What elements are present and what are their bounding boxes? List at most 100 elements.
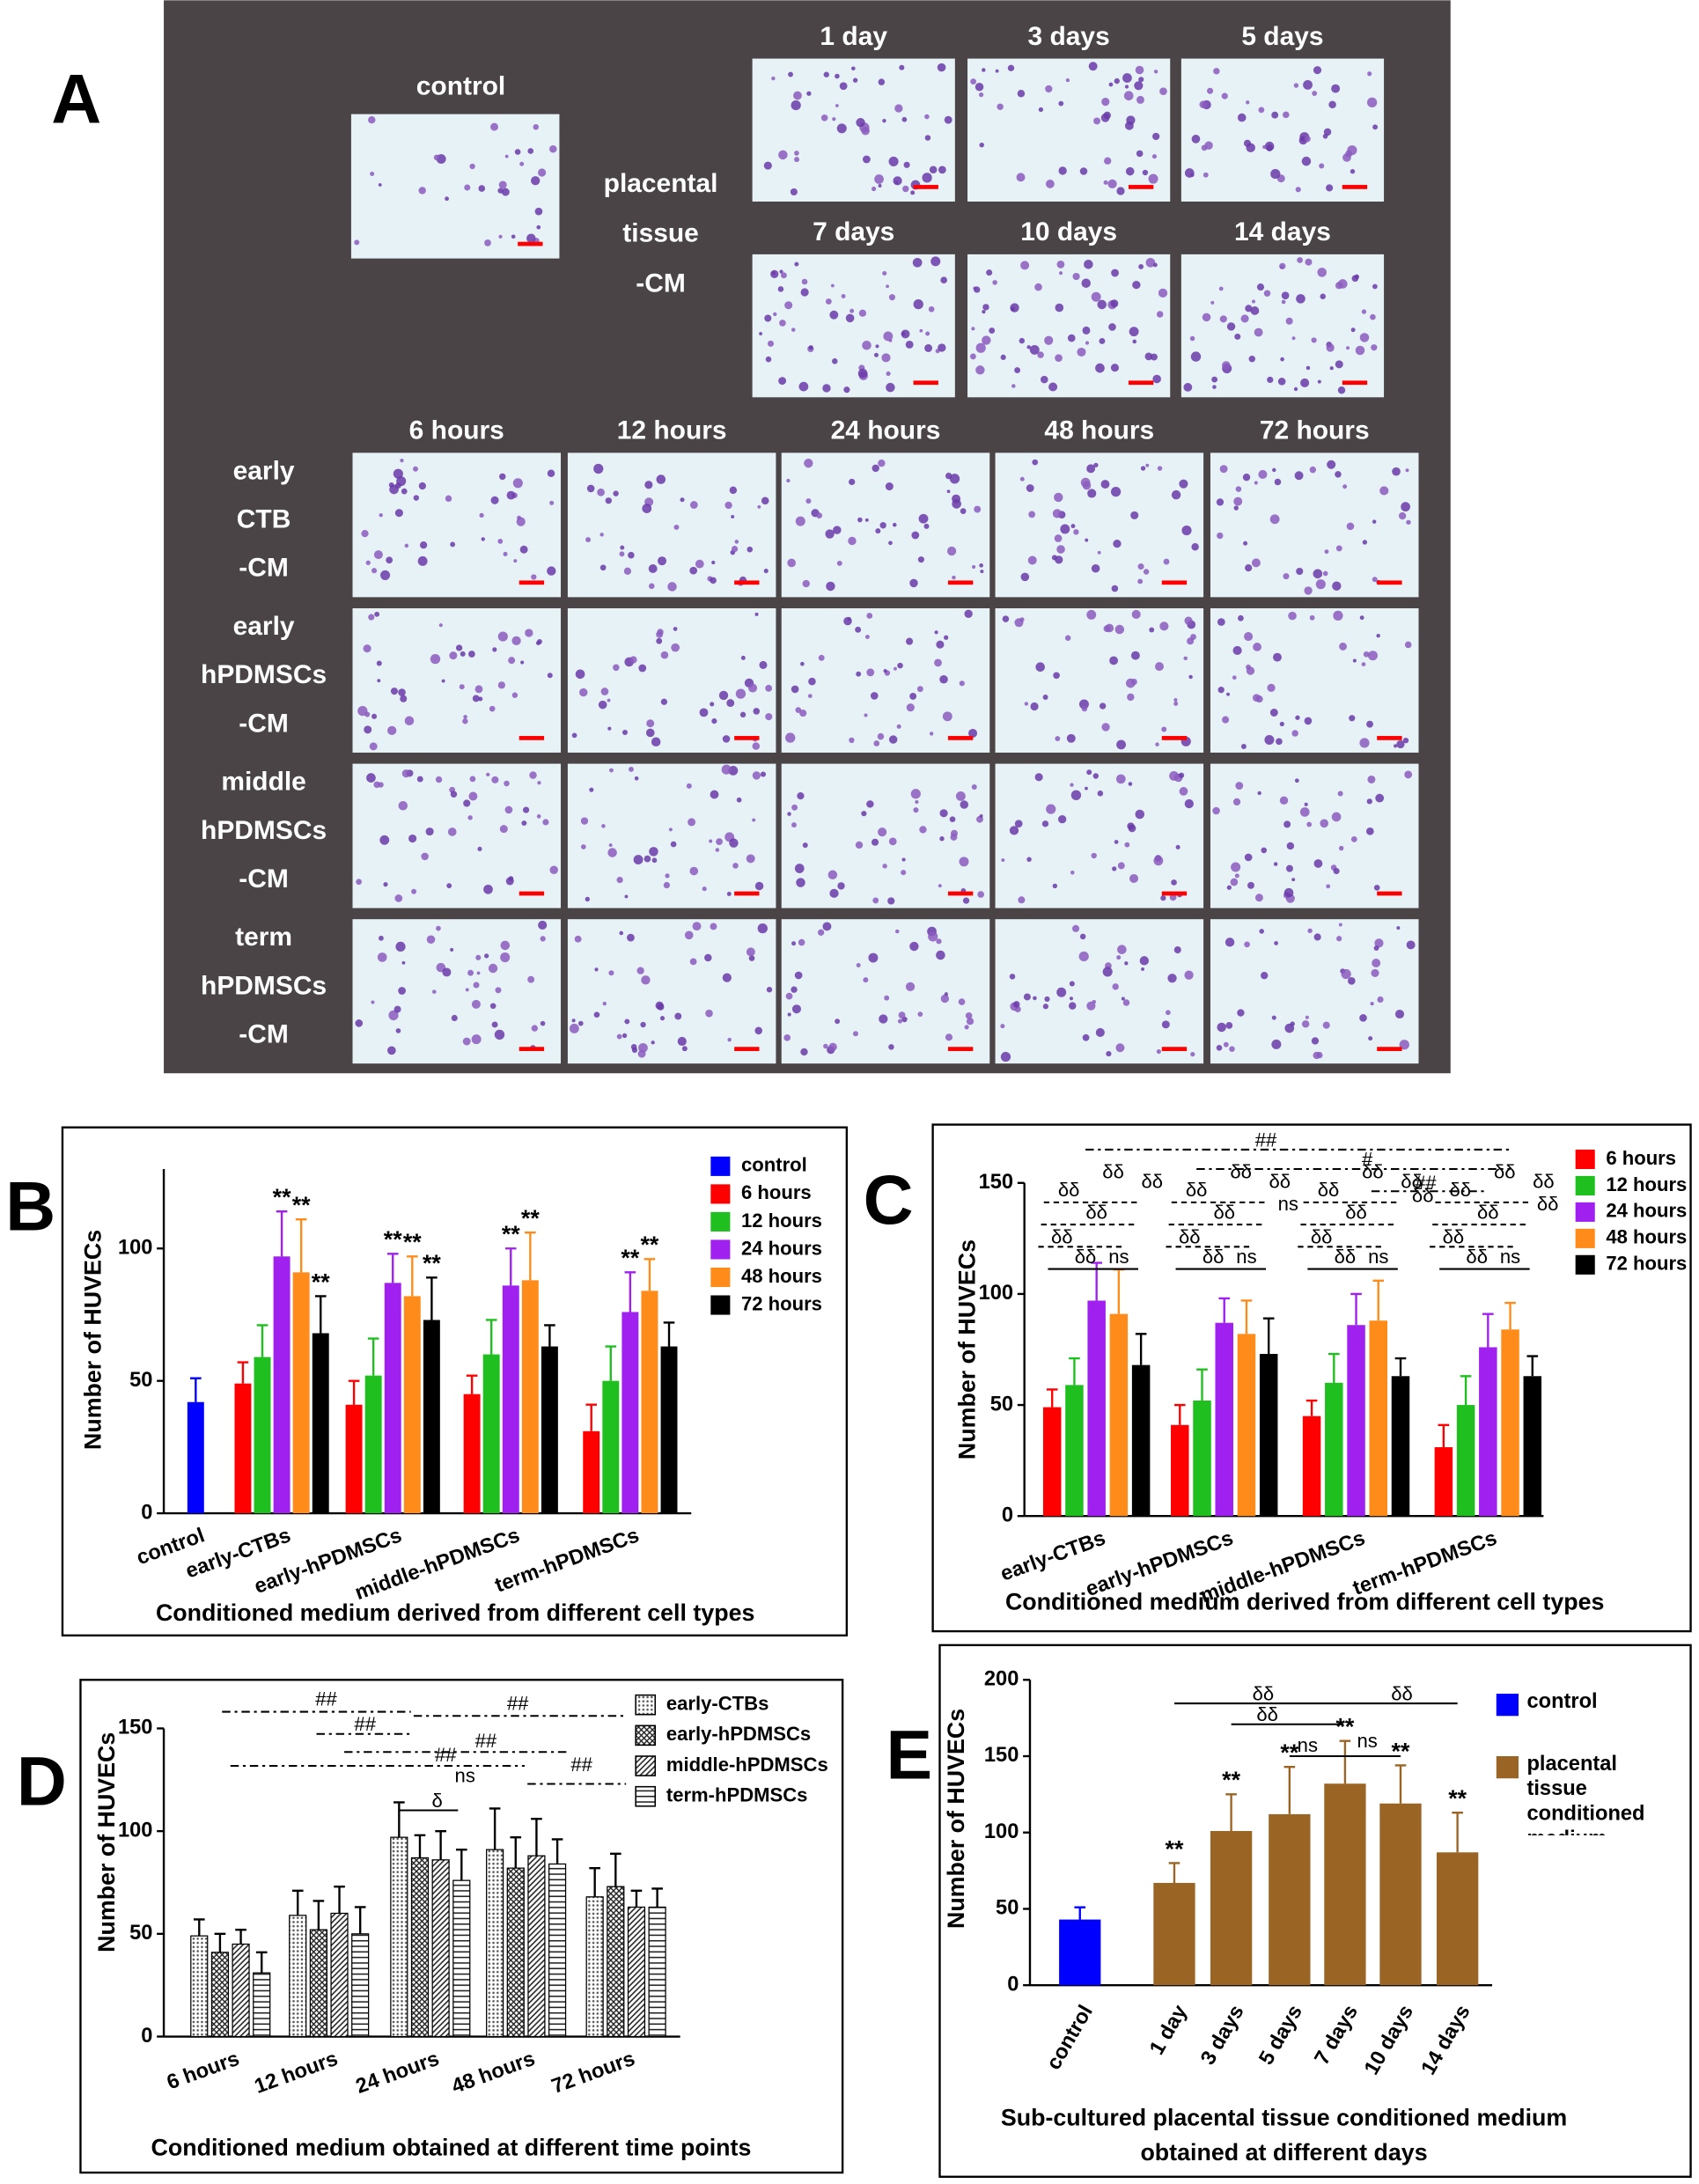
- cell: [1295, 187, 1301, 193]
- cell: [1149, 627, 1155, 633]
- cell: [866, 800, 874, 808]
- annotation: ##: [507, 1692, 529, 1714]
- error-bar: [504, 1247, 517, 1286]
- cell: [613, 664, 620, 672]
- cell: [1121, 996, 1125, 1001]
- error-bar: [644, 1258, 656, 1291]
- cell: [856, 963, 861, 967]
- legend-swatch: [710, 1211, 731, 1232]
- cell: [1014, 367, 1021, 373]
- cell: [1095, 1027, 1105, 1037]
- error-bar: [630, 1889, 643, 1908]
- scale-bar: [947, 891, 974, 896]
- cell: [898, 1011, 906, 1019]
- cell: [481, 537, 485, 541]
- error-bar: [314, 1295, 327, 1334]
- scale-bar: [734, 580, 760, 585]
- cell: [689, 501, 698, 509]
- bar: [423, 1320, 440, 1514]
- cell: [997, 103, 1004, 110]
- cell: [366, 773, 376, 783]
- error-bar: [393, 1801, 405, 1838]
- cell: [822, 922, 832, 931]
- cell: [793, 91, 802, 100]
- cell: [917, 556, 924, 563]
- cell: [1114, 624, 1125, 635]
- cell: [1363, 651, 1370, 658]
- cell: [413, 495, 420, 501]
- cell: [649, 847, 658, 857]
- error-bar: [624, 1271, 636, 1313]
- cell: [878, 827, 887, 837]
- chart-title-box: Sub-cultured placental tissue conditione…: [1001, 2105, 1567, 2166]
- cell: [906, 637, 914, 645]
- row-label: early: [233, 456, 295, 485]
- cell: [1311, 1037, 1320, 1045]
- micrograph: [781, 452, 990, 598]
- cell: [716, 838, 723, 845]
- cell: [1312, 91, 1318, 96]
- annotation: ##: [1415, 1172, 1437, 1194]
- cell: [710, 790, 719, 799]
- cell: [1124, 121, 1134, 130]
- cell: [1327, 460, 1336, 469]
- panel-label: C: [864, 1161, 914, 1239]
- cell: [1244, 853, 1253, 862]
- cell: [1370, 1001, 1374, 1006]
- cell: [1350, 835, 1357, 842]
- cell: [729, 486, 738, 495]
- cell: [1304, 136, 1311, 143]
- cell: [879, 1014, 888, 1024]
- cell: [1103, 180, 1108, 185]
- cell: [1365, 827, 1374, 835]
- cell: [946, 546, 957, 556]
- row-label: -CM: [239, 554, 289, 583]
- cell: [1366, 97, 1378, 108]
- cell: [835, 73, 840, 79]
- cell: [1279, 265, 1284, 269]
- y-tick-label: 50: [129, 1369, 152, 1392]
- cell: [794, 971, 803, 980]
- error-bar: [407, 1255, 418, 1297]
- cell: [645, 728, 655, 738]
- cell: [1064, 635, 1071, 642]
- cell: [1246, 143, 1255, 153]
- cell: [1359, 333, 1370, 342]
- cell: [1101, 98, 1110, 107]
- cell: [387, 725, 397, 736]
- row-label: hPDMSCs: [201, 971, 327, 1000]
- x-tick-label: control: [1042, 2002, 1098, 2074]
- cell: [1285, 864, 1293, 872]
- cell: [620, 545, 625, 550]
- cell: [681, 1046, 688, 1052]
- cell: [1313, 859, 1323, 868]
- bar: [1065, 1385, 1084, 1517]
- cell: [1273, 862, 1278, 866]
- cell: [623, 567, 632, 575]
- bar: [253, 1972, 271, 2038]
- legend-label-box: control: [1526, 1689, 1597, 1713]
- cell: [763, 568, 769, 574]
- cell: [1251, 558, 1261, 568]
- y-tick-label: 0: [1002, 1504, 1013, 1526]
- cell: [1129, 327, 1139, 337]
- cell: [373, 781, 380, 789]
- scale-bar: [1161, 1047, 1188, 1051]
- cell: [1019, 617, 1025, 622]
- cell: [1035, 662, 1046, 673]
- bar: [452, 1879, 471, 2038]
- cell: [1117, 862, 1125, 870]
- column-label: 14 days: [1234, 217, 1331, 246]
- cell: [923, 523, 930, 529]
- cell: [971, 327, 975, 331]
- cell: [836, 560, 842, 566]
- cell: [1294, 778, 1299, 783]
- cell: [598, 700, 607, 710]
- cell: [1171, 879, 1177, 886]
- cell: [1038, 107, 1044, 113]
- significance-label: **: [273, 1184, 291, 1210]
- cell: [732, 863, 739, 869]
- y-tick-label: 100: [979, 1282, 1013, 1305]
- y-tick-label: 150: [979, 1171, 1013, 1194]
- cell: [689, 958, 697, 966]
